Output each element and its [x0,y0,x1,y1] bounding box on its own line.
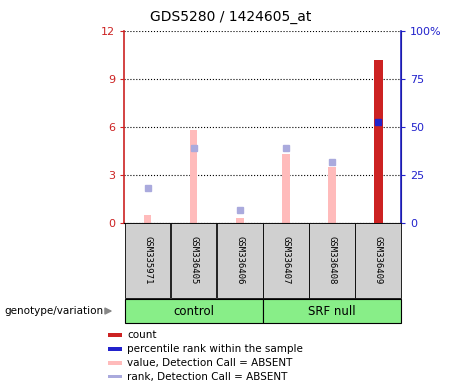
Bar [144,215,151,223]
Bar [124,299,263,323]
Bar [309,223,355,298]
Bar [108,361,123,364]
Bar [263,299,401,323]
Bar [108,347,123,351]
Text: GSM336408: GSM336408 [327,236,337,284]
Bar [328,167,336,223]
Bar [217,223,263,298]
Text: GSM336407: GSM336407 [281,236,290,284]
Bar [236,218,243,223]
Text: GDS5280 / 1424605_at: GDS5280 / 1424605_at [150,10,311,23]
Text: GSM336405: GSM336405 [189,236,198,284]
Text: GSM336409: GSM336409 [373,236,383,284]
Text: GSM335971: GSM335971 [143,236,152,284]
Bar [171,223,217,298]
Text: percentile rank within the sample: percentile rank within the sample [127,344,303,354]
Bar [282,154,290,223]
Bar [190,130,197,223]
Text: genotype/variation: genotype/variation [5,306,104,316]
Bar [108,375,123,379]
Text: GSM336406: GSM336406 [235,236,244,284]
Text: value, Detection Call = ABSENT: value, Detection Call = ABSENT [127,358,293,368]
Text: rank, Detection Call = ABSENT: rank, Detection Call = ABSENT [127,372,288,382]
Text: SRF null: SRF null [308,305,356,318]
Bar [355,223,401,298]
Bar [373,60,383,223]
Text: count: count [127,330,157,340]
Bar [124,223,171,298]
Bar [108,333,123,337]
Text: control: control [173,305,214,318]
Bar [263,223,309,298]
